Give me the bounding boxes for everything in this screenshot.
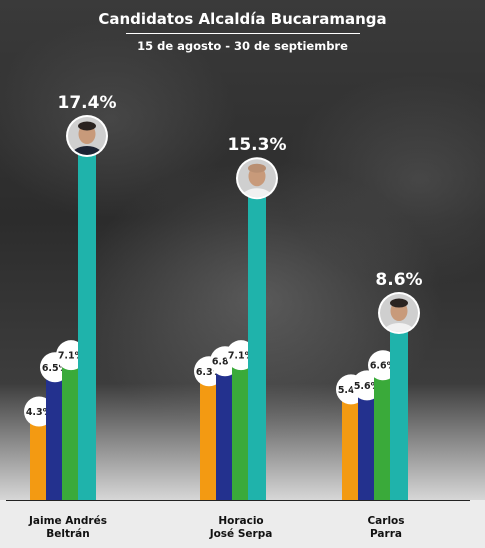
- data-label-c1-s3: 7.1%: [58, 351, 85, 362]
- category-label-1-line1: Jaime Andrés: [29, 515, 107, 527]
- bar-c3-s3: [374, 367, 392, 500]
- chart-title: Candidatos Alcaldía Bucaramanga: [98, 10, 387, 28]
- chart-subtitle: 15 de agosto - 30 de septiembre: [137, 39, 348, 53]
- data-label-c2-s2: 6.8%: [212, 357, 239, 368]
- candidate-3-photo: [378, 292, 420, 335]
- candidate-1-photo: [66, 115, 108, 157]
- data-label-c1-s4: 17.4%: [58, 93, 117, 113]
- avatar-portrait-2: [238, 159, 276, 198]
- bar-c1-s1: [30, 413, 48, 500]
- bar-c1-s4: [78, 150, 96, 500]
- data-label-c2-s3: 7.1%: [228, 351, 255, 362]
- candidate-2-photo: [236, 157, 278, 200]
- bar-c2-s1: [200, 373, 218, 500]
- bar-c2-s3: [232, 357, 250, 500]
- data-label-c2-s1: 6.3%: [196, 367, 223, 378]
- avatar-shoulders-1: [70, 146, 104, 155]
- bar-c3-s4: [390, 327, 408, 500]
- category-label-2-line1: Horacio: [218, 515, 264, 527]
- data-label-c1-s2: 6.5%: [42, 363, 69, 374]
- avatar-shoulders-2: [240, 188, 274, 198]
- category-label-3: Carlos Parra: [331, 515, 441, 541]
- category-label-1-line2: Beltrán: [46, 528, 90, 540]
- bottom-band: [0, 500, 485, 548]
- avatar-hair-3: [390, 298, 408, 308]
- data-label-c3-s1: 5.4%: [338, 385, 365, 396]
- data-label-c3-s2: 5.6%: [354, 381, 381, 392]
- title-divider: [126, 33, 360, 34]
- avatar-shoulders-3: [382, 323, 416, 333]
- category-label-3-line1: Carlos: [367, 515, 405, 527]
- category-label-1: Jaime Andrés Beltrán: [13, 515, 123, 541]
- data-label-c2-s4: 15.3%: [228, 135, 287, 155]
- bar-c1-s2: [46, 369, 64, 500]
- category-label-3-line2: Parra: [370, 528, 402, 540]
- category-label-2-line2: José Serpa: [209, 528, 273, 540]
- bar-c2-s4: [248, 192, 266, 500]
- category-label-2: Horacio José Serpa: [186, 515, 296, 541]
- avatar-hair-2: [248, 163, 266, 173]
- avatar-portrait-3: [380, 294, 418, 333]
- bar-c3-s2: [358, 387, 376, 500]
- data-label-c1-s1: 4.3%: [26, 407, 53, 418]
- avatar-hair-1: [78, 121, 96, 131]
- data-label-c3-s3: 6.6%: [370, 361, 397, 372]
- bar-c3-s1: [342, 391, 360, 500]
- bar-c1-s3: [62, 357, 80, 500]
- data-label-c3-s4: 8.6%: [375, 270, 422, 290]
- bar-c2-s2: [216, 363, 234, 500]
- avatar-portrait-1: [68, 117, 106, 155]
